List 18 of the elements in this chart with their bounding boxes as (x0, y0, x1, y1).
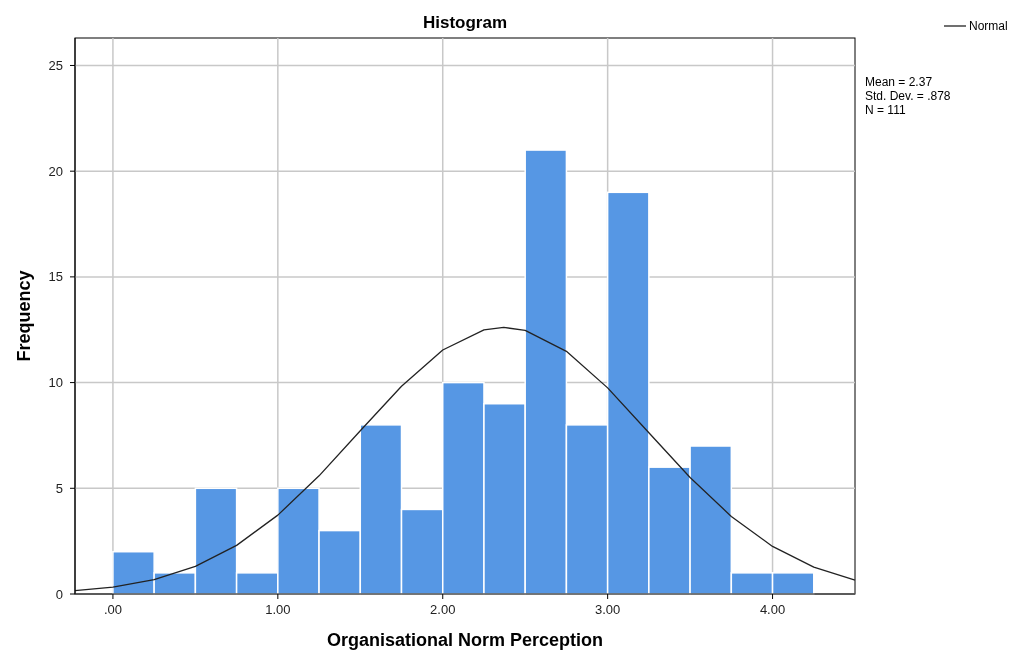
chart-title: Histogram (422, 13, 508, 32)
y-tick-label: 20 (48, 163, 63, 179)
x-tick-label: 1.00 (265, 602, 291, 617)
x-tick-label: .00 (103, 602, 122, 617)
text: Std. Dev. = .878 (865, 89, 951, 103)
y-tick-label: 0 (55, 586, 63, 602)
x-tick-label: 3.00 (594, 602, 621, 617)
y-tick-label: 10 (48, 375, 63, 391)
x-tick-label: 2.00 (430, 602, 456, 617)
text: N = 111 (865, 103, 906, 117)
y-tick-label: 5 (55, 480, 63, 496)
text: Mean = 2.37 (865, 75, 933, 89)
y-axis-title: Frequency (14, 270, 34, 362)
y-tick-label: 25 (48, 57, 63, 73)
x-tick-label: 4.00 (759, 602, 786, 617)
legend-label: Normal (969, 19, 1008, 33)
y-tick-label: 15 (48, 269, 63, 285)
x-axis-title: Organisational Norm Perception (326, 630, 604, 650)
